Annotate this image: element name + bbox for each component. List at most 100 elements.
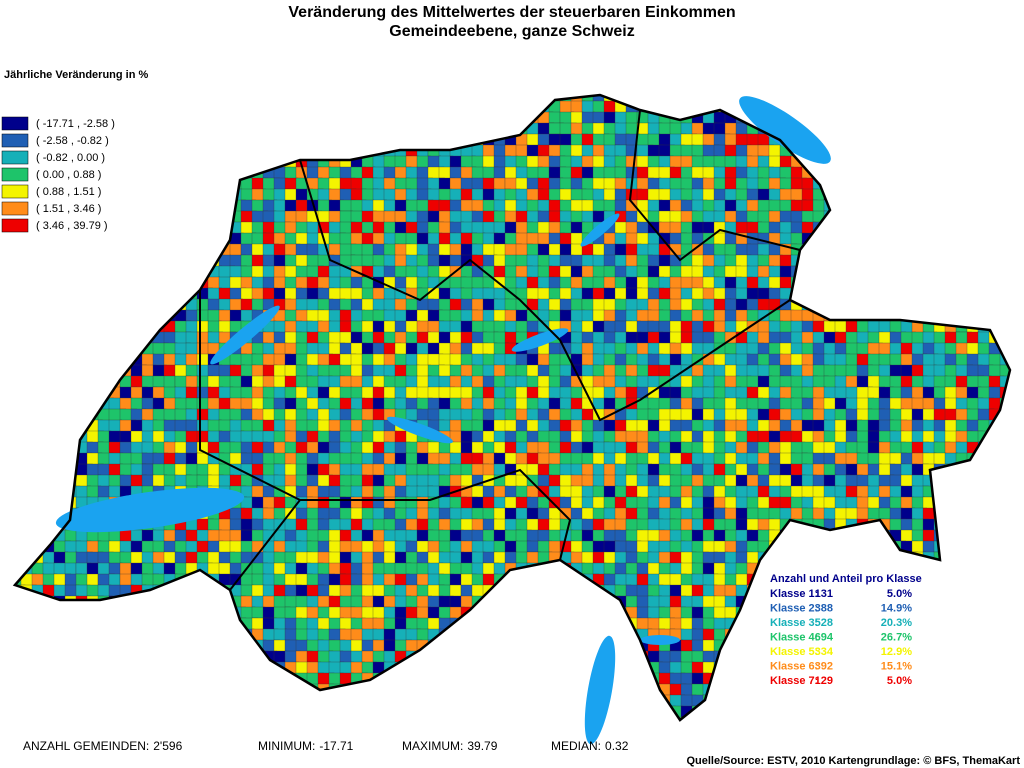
commune-cell	[449, 232, 463, 246]
commune-cell	[735, 672, 748, 685]
commune-cell	[119, 122, 135, 137]
commune-cell	[581, 133, 595, 146]
commune-cell	[955, 309, 970, 326]
commune-cell	[174, 463, 188, 476]
commune-cell	[372, 111, 387, 126]
commune-cell	[108, 177, 124, 191]
commune-cell	[900, 155, 917, 170]
commune-cell	[955, 672, 974, 686]
commune-cell	[834, 287, 851, 304]
commune-cell	[702, 474, 715, 488]
commune-cell	[361, 133, 377, 146]
commune-cell	[559, 408, 573, 421]
commune-cell	[614, 463, 627, 477]
commune-cell	[878, 243, 895, 256]
commune-cell	[207, 672, 222, 689]
commune-cell	[42, 353, 59, 366]
commune-cell	[625, 95, 639, 104]
commune-cell	[75, 95, 93, 107]
commune-cell	[889, 221, 906, 237]
commune-cell	[75, 276, 89, 292]
commune-cell	[955, 254, 969, 268]
commune-cell	[823, 177, 839, 190]
commune-cell	[97, 650, 114, 664]
commune-cell	[944, 639, 958, 653]
commune-cell	[240, 287, 253, 300]
commune-cell	[933, 298, 952, 311]
commune-cell	[328, 111, 343, 125]
commune-cell	[86, 639, 104, 654]
commune-cell	[768, 342, 781, 355]
commune-cell	[559, 617, 576, 634]
commune-cell	[196, 100, 209, 117]
commune-cell	[834, 661, 851, 679]
commune-cell	[922, 606, 938, 620]
commune-cell	[526, 639, 540, 657]
commune-cell	[768, 364, 782, 378]
commune-cell	[53, 474, 70, 492]
commune-cell	[174, 166, 190, 183]
commune-cell	[999, 419, 1010, 432]
commune-cell	[460, 639, 474, 653]
commune-cell	[537, 562, 551, 579]
commune-cell	[317, 122, 333, 136]
commune-cell	[295, 111, 312, 124]
commune-cell	[922, 298, 938, 311]
commune-cell	[559, 661, 573, 674]
commune-cell	[790, 375, 804, 389]
commune-cell	[955, 232, 970, 249]
commune-cell	[999, 650, 1010, 663]
commune-cell	[955, 617, 968, 630]
commune-cell	[86, 606, 105, 624]
commune-cell	[900, 133, 914, 151]
commune-cell	[911, 606, 930, 621]
commune-cell	[438, 628, 454, 645]
commune-cell	[999, 430, 1010, 448]
commune-cell	[174, 595, 189, 610]
commune-cell	[339, 375, 353, 389]
commune-cell	[724, 353, 738, 367]
commune-cell	[383, 265, 396, 278]
commune-cell	[97, 320, 114, 336]
commune-cell	[867, 166, 882, 179]
commune-cell	[394, 111, 407, 129]
commune-cell	[108, 617, 123, 635]
commune-cell	[75, 243, 89, 258]
commune-cell	[174, 661, 189, 675]
commune-cell	[746, 650, 760, 668]
commune-cell	[20, 364, 35, 378]
commune-cell	[1011, 475, 1024, 491]
commune-cell	[383, 254, 397, 267]
commune-cell	[119, 166, 132, 179]
commune-cell	[405, 573, 418, 586]
commune-cell	[999, 331, 1010, 346]
commune-cell	[944, 573, 960, 591]
commune-cell	[108, 100, 125, 116]
commune-cell	[262, 441, 275, 455]
commune-cell	[218, 650, 236, 665]
commune-cell	[955, 210, 972, 225]
commune-cell	[922, 155, 940, 174]
commune-cell	[713, 463, 727, 477]
commune-cell	[141, 232, 158, 248]
commune-cell	[999, 144, 1010, 162]
commune-cell	[966, 95, 980, 103]
commune-cell	[515, 628, 532, 644]
commune-cell	[889, 551, 904, 564]
commune-cell	[471, 628, 488, 642]
commune-cell	[460, 111, 475, 128]
commune-cell	[64, 353, 79, 371]
commune-cell	[790, 320, 804, 333]
commune-cell	[977, 650, 992, 667]
commune-cell	[394, 95, 408, 104]
commune-cell	[570, 617, 588, 635]
commune-cell	[42, 650, 61, 663]
commune-cell	[1011, 387, 1024, 404]
commune-cell	[548, 661, 566, 679]
commune-cell	[163, 265, 178, 283]
commune-cell	[724, 661, 739, 679]
commune-cell	[405, 551, 418, 565]
commune-cell	[944, 276, 957, 293]
commune-cell	[988, 518, 1004, 532]
commune-cell	[152, 595, 170, 612]
